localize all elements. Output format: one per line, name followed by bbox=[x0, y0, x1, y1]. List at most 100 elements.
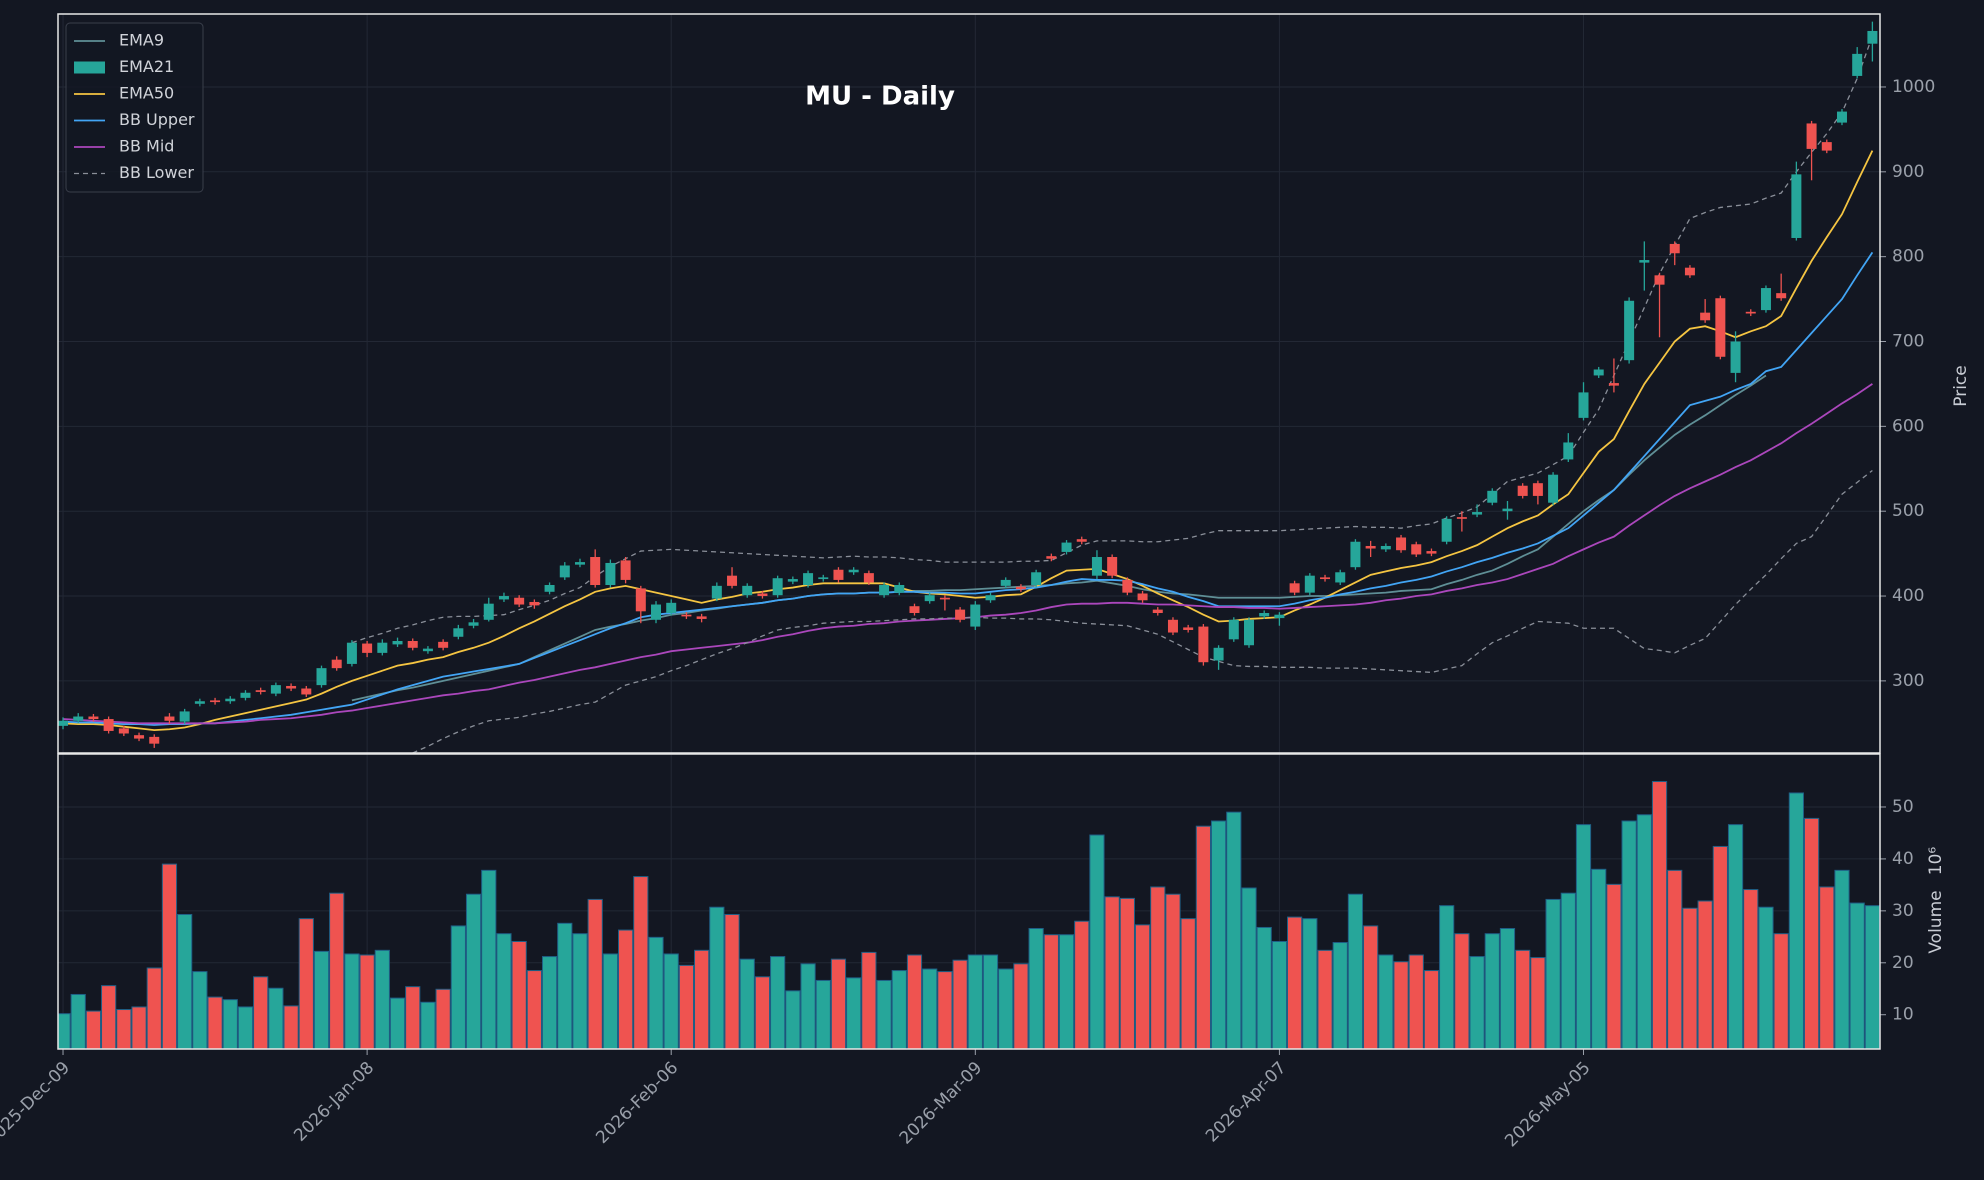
candle-body bbox=[498, 596, 509, 600]
candle-body bbox=[468, 622, 479, 626]
legend-label: EMA9 bbox=[119, 31, 164, 50]
candle-body bbox=[194, 701, 205, 704]
candle-body bbox=[1821, 142, 1832, 151]
candle-body bbox=[879, 585, 890, 596]
volume-bar bbox=[587, 898, 603, 1049]
candle-body bbox=[1456, 517, 1467, 519]
candle-body bbox=[1639, 260, 1650, 263]
candle-body bbox=[316, 668, 327, 686]
legend-label: EMA50 bbox=[119, 84, 174, 103]
volume-bar bbox=[1621, 820, 1637, 1049]
candle-body bbox=[590, 557, 601, 586]
volume-bar bbox=[1484, 933, 1500, 1049]
volume-bar bbox=[1104, 896, 1120, 1049]
candle-body bbox=[681, 614, 692, 617]
candle-body bbox=[787, 579, 798, 582]
y-tick-label: 40 bbox=[1892, 849, 1914, 869]
volume-bar bbox=[1439, 905, 1455, 1049]
candle-body bbox=[1107, 557, 1118, 576]
volume-bar bbox=[602, 953, 618, 1049]
volume-bar bbox=[952, 959, 968, 1049]
candle-body bbox=[1076, 539, 1087, 542]
candle-body bbox=[1487, 490, 1498, 503]
volume-bar bbox=[1667, 869, 1683, 1049]
volume-bar bbox=[1606, 883, 1622, 1049]
volume-bar bbox=[359, 954, 375, 1049]
candle-body bbox=[1213, 647, 1224, 661]
candle-body bbox=[574, 562, 585, 565]
volume-bar bbox=[1271, 940, 1288, 1049]
candle-body bbox=[1350, 541, 1361, 568]
candle-body bbox=[1320, 577, 1331, 580]
indicator-line bbox=[410, 469, 1873, 753]
candle-body bbox=[1563, 442, 1574, 460]
candle-body bbox=[103, 719, 114, 731]
y-tick-label: 400 bbox=[1892, 586, 1924, 606]
legend-label: BB Lower bbox=[119, 163, 194, 182]
candle-body bbox=[453, 628, 464, 637]
candle-body bbox=[179, 711, 190, 722]
volume-bar bbox=[1302, 918, 1318, 1049]
candle-body bbox=[1532, 483, 1543, 496]
candle-body bbox=[863, 573, 874, 583]
candle-body bbox=[225, 698, 236, 702]
volume-bar bbox=[1499, 928, 1516, 1049]
y-axis-label: Price bbox=[1951, 365, 1971, 406]
y-tick-label: 50 bbox=[1892, 797, 1914, 817]
volume-offset-label: 10⁶ bbox=[1926, 847, 1946, 876]
volume-bar bbox=[1150, 886, 1166, 1049]
chart-title: MU - Daily bbox=[805, 82, 955, 112]
candle-body bbox=[1122, 579, 1133, 593]
volume-bar bbox=[709, 906, 725, 1049]
candle-body bbox=[818, 577, 829, 580]
volume-bar bbox=[1058, 934, 1075, 1049]
candle-body bbox=[635, 588, 646, 612]
candle-body bbox=[970, 604, 981, 627]
volume-bar bbox=[161, 863, 178, 1049]
candle-body bbox=[939, 597, 950, 600]
candle-body bbox=[1289, 583, 1300, 593]
volume-bar bbox=[329, 892, 345, 1049]
candle-body bbox=[651, 604, 662, 620]
candle-body bbox=[407, 641, 418, 648]
volume-bar bbox=[1515, 949, 1531, 1049]
candle-body bbox=[270, 685, 281, 694]
volume-bar bbox=[1560, 892, 1576, 1049]
price-frame bbox=[57, 13, 1881, 754]
candle-body bbox=[1472, 512, 1483, 515]
volume-bar bbox=[785, 990, 801, 1049]
candle-body bbox=[666, 602, 677, 614]
volume-bar bbox=[1469, 956, 1485, 1049]
volume-bar bbox=[1454, 933, 1470, 1049]
volume-panel bbox=[58, 781, 1880, 1049]
candle-body bbox=[1730, 341, 1741, 373]
volume-bar bbox=[1758, 906, 1774, 1049]
candle-body bbox=[696, 616, 707, 619]
candle-body bbox=[422, 648, 433, 652]
candle-body bbox=[438, 641, 449, 648]
volume-bar bbox=[1332, 942, 1348, 1049]
volume-bar bbox=[1028, 928, 1044, 1049]
candle-body bbox=[985, 595, 996, 601]
volume-bar bbox=[1074, 920, 1090, 1049]
candle-body bbox=[149, 736, 160, 744]
candle-body bbox=[1243, 619, 1254, 646]
candle-body bbox=[1715, 298, 1726, 357]
volume-bar bbox=[177, 913, 193, 1049]
volume-bar bbox=[724, 913, 740, 1049]
volume-bar bbox=[754, 976, 771, 1049]
volume-bar bbox=[237, 1006, 254, 1049]
volume-bar bbox=[1849, 902, 1865, 1049]
candle-body bbox=[1760, 288, 1771, 311]
volume-bar bbox=[998, 968, 1014, 1049]
volume-bar bbox=[967, 954, 983, 1049]
candle-body bbox=[1441, 518, 1452, 542]
legend: EMA9 EMA21 EMA50 BB Upper BB Mid BB Lower bbox=[65, 22, 204, 193]
volume-bar bbox=[876, 979, 892, 1049]
candle-body bbox=[1806, 123, 1817, 149]
candle-body bbox=[909, 606, 920, 614]
price-panel bbox=[58, 21, 1878, 753]
candle-body bbox=[1852, 53, 1863, 76]
volume-bar bbox=[131, 1006, 147, 1049]
